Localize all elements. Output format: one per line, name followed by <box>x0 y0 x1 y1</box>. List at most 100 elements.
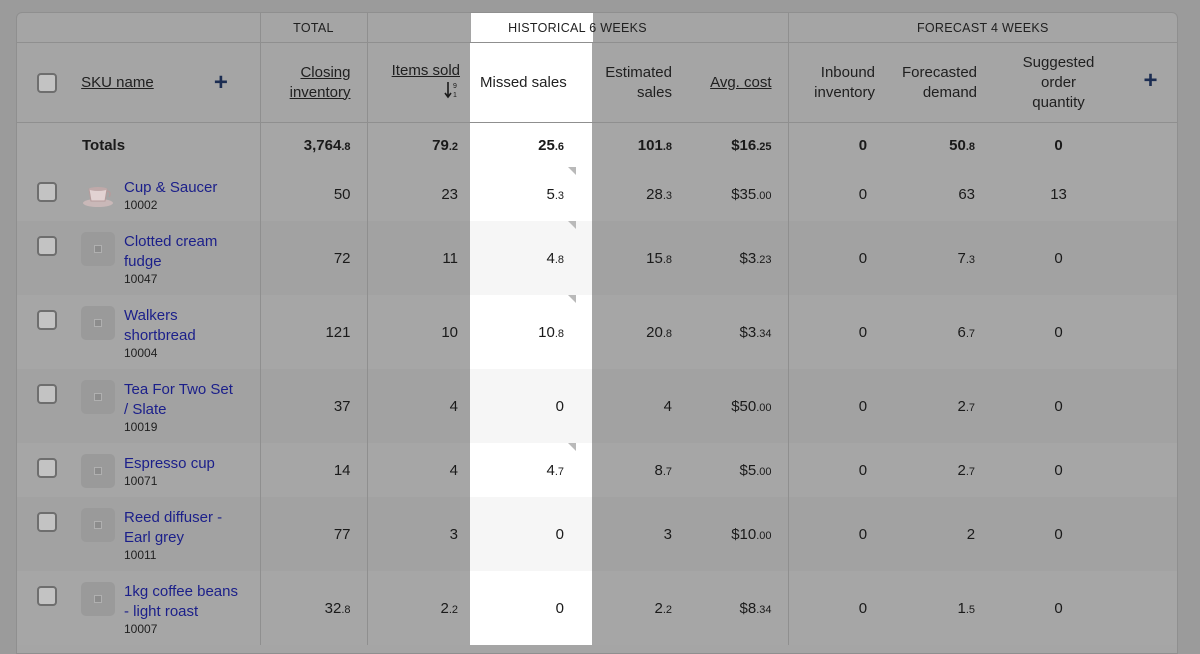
missed-sales-cell[interactable]: 0 <box>470 369 592 443</box>
closing-dec: .8 <box>341 603 351 616</box>
row-checkbox[interactable] <box>37 458 57 478</box>
estimated-cell: 4 <box>592 369 688 443</box>
row-empty <box>1124 571 1177 645</box>
items-sold-int: 2 <box>440 599 449 617</box>
table-row[interactable]: Tea For Two Set / Slate 10019 37 4 0 4 $5… <box>17 369 1177 443</box>
suggested-cell[interactable]: 0 <box>993 369 1125 443</box>
row-checkbox[interactable] <box>37 512 57 532</box>
row-checkbox[interactable] <box>37 310 57 330</box>
sort-glyph-bottom: 1 <box>453 92 457 99</box>
closing-int: 77 <box>333 525 351 543</box>
avg-cost-int: $3 <box>739 249 757 267</box>
forecast-dec: .3 <box>965 253 976 266</box>
missed-sales-cell[interactable]: 5.3 <box>470 167 592 221</box>
sku-name-line1: 1kg coffee beans <box>124 583 238 600</box>
estimated-sales-header[interactable]: Estimated sales <box>592 42 688 123</box>
suggested-cell[interactable]: 0 <box>993 221 1125 295</box>
sku-cell: Cup & Saucer 10002 <box>17 167 261 221</box>
comment-corner-icon[interactable] <box>568 443 576 451</box>
table-row[interactable]: Reed diffuser - Earl grey 10011 77 3 0 3 … <box>17 497 1177 571</box>
missed-int: 4 <box>546 461 555 479</box>
missed-dec: .8 <box>554 253 564 266</box>
inbound-inventory-header[interactable]: Inbound inventory <box>788 42 892 123</box>
placeholder-image-icon <box>81 582 115 616</box>
estimated-int: 2 <box>654 599 663 617</box>
avg-cost-cell: $3.23 <box>688 221 789 295</box>
avg-cost-int: $10 <box>731 525 757 543</box>
forecasted-demand-header[interactable]: Forecasted demand <box>891 42 994 123</box>
sku-name-link[interactable]: Walkers shortbread <box>124 306 196 346</box>
estimated-int: 3 <box>663 525 672 543</box>
sku-name-line2: fudge <box>124 253 162 270</box>
suggested-cell[interactable]: 0 <box>993 443 1125 497</box>
suggested-cell[interactable]: 0 <box>993 571 1125 645</box>
add-forecast-column[interactable]: + <box>1124 42 1177 123</box>
table-row[interactable]: 1kg coffee beans - light roast 10007 32.8… <box>17 571 1177 645</box>
sku-name-link[interactable]: Cup & Saucer <box>124 178 217 198</box>
estimated-int: 4 <box>663 397 672 415</box>
missed-sales-header[interactable]: Missed sales <box>470 42 592 123</box>
missed-dec: .3 <box>554 189 564 202</box>
totals-items-int: 79 <box>432 136 449 154</box>
table-row[interactable]: Clotted cream fudge 10047 72 11 4.8 15.8 … <box>17 221 1177 295</box>
table-row[interactable]: Cup & Saucer 10002 50 23 5.3 28.3 $35.00… <box>17 167 1177 221</box>
sku-name-header[interactable]: SKU name <box>81 73 154 91</box>
inbound-cell: 0 <box>788 167 892 221</box>
comment-corner-icon[interactable] <box>568 295 576 303</box>
totals-forecast-dec: .8 <box>965 140 976 153</box>
avg-cost-cell: $3.34 <box>688 295 789 369</box>
sku-name-link[interactable]: Reed diffuser - Earl grey <box>124 508 222 548</box>
missed-sales-cell[interactable]: 4.7 <box>470 443 592 497</box>
missed-sales-cell[interactable]: 0 <box>470 497 592 571</box>
comment-corner-icon[interactable] <box>568 221 576 229</box>
row-empty <box>1124 167 1177 221</box>
suggested-cell[interactable]: 0 <box>993 295 1125 369</box>
sku-name-link[interactable]: 1kg coffee beans - light roast <box>124 582 238 622</box>
table-row[interactable]: Espresso cup 10071 14 4 4.7 8.7 $5.00 0 … <box>17 443 1177 497</box>
forecast-int: 6 <box>957 323 966 341</box>
add-forecast-plus-icon[interactable]: + <box>1143 67 1158 94</box>
placeholder-image-icon <box>81 454 115 488</box>
placeholder-image-icon <box>81 508 115 542</box>
items-sold-int: 10 <box>441 323 458 341</box>
missed-sales-cell[interactable]: 10.8 <box>470 295 592 369</box>
row-checkbox[interactable] <box>37 586 57 606</box>
suggested-header-line2: order <box>1041 73 1077 91</box>
totals-items-sold: 79.2 <box>367 122 470 167</box>
totals-row: Totals 3,764.8 79.2 25.6 101.8 $16.25 0 … <box>17 122 1177 167</box>
sku-id: 10007 <box>124 622 158 636</box>
closing-inventory-header[interactable]: Closing inventory <box>260 42 368 123</box>
row-checkbox[interactable] <box>37 181 57 202</box>
closing-cell: 14 <box>260 443 368 497</box>
add-column-plus-icon[interactable]: + <box>213 68 228 96</box>
closing-cell: 32.8 <box>260 571 368 645</box>
row-empty <box>1124 497 1177 571</box>
sku-cell: Espresso cup 10071 <box>17 443 261 497</box>
sku-name-link[interactable]: Tea For Two Set / Slate <box>124 380 233 420</box>
sku-id: 10047 <box>124 272 158 286</box>
suggested-cell[interactable]: 13 <box>993 167 1125 221</box>
items-sold-cell: 11 <box>367 221 470 295</box>
suggested-cell[interactable]: 0 <box>993 497 1125 571</box>
inbound-cell: 0 <box>788 443 892 497</box>
select-all-checkbox[interactable] <box>37 72 57 93</box>
comment-corner-icon[interactable] <box>568 167 576 175</box>
missed-sales-cell[interactable]: 0 <box>470 571 592 645</box>
avg-cost-header[interactable]: Avg. cost <box>688 42 789 123</box>
items-sold-dec: .2 <box>448 603 458 616</box>
avg-cost-dec: .00 <box>756 465 772 478</box>
row-checkbox[interactable] <box>37 236 57 256</box>
sku-name-link[interactable]: Espresso cup <box>124 454 215 474</box>
suggested-order-header[interactable]: Suggested order quantity <box>993 42 1125 123</box>
sku-name-link[interactable]: Clotted cream fudge <box>124 232 217 272</box>
missed-sales-cell[interactable]: 4.8 <box>470 221 592 295</box>
totals-missed-int: 25 <box>538 136 555 154</box>
cup-icon <box>81 178 115 212</box>
table-row[interactable]: Walkers shortbread 10004 121 10 10.8 20.8… <box>17 295 1177 369</box>
row-checkbox[interactable] <box>37 384 57 404</box>
row-empty <box>1124 295 1177 369</box>
inbound-cell: 0 <box>788 571 892 645</box>
forecast-dec: .7 <box>965 465 976 478</box>
